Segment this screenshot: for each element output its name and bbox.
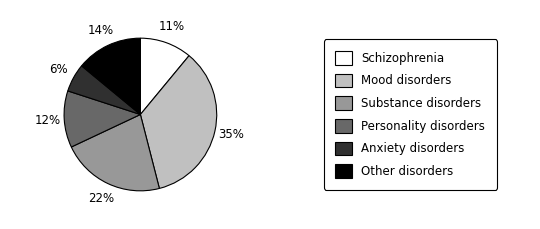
Text: 22%: 22% <box>87 192 114 205</box>
Wedge shape <box>140 38 189 114</box>
Text: 35%: 35% <box>218 128 244 141</box>
Wedge shape <box>82 38 140 114</box>
Wedge shape <box>68 66 140 114</box>
Text: 12%: 12% <box>35 114 60 127</box>
Legend: Schizophrenia, Mood disorders, Substance disorders, Personality disorders, Anxie: Schizophrenia, Mood disorders, Substance… <box>323 39 497 190</box>
Wedge shape <box>64 91 140 147</box>
Text: 11%: 11% <box>159 20 185 33</box>
Wedge shape <box>71 114 159 191</box>
Wedge shape <box>140 56 217 188</box>
Text: 14%: 14% <box>87 24 114 37</box>
Text: 6%: 6% <box>50 63 68 76</box>
